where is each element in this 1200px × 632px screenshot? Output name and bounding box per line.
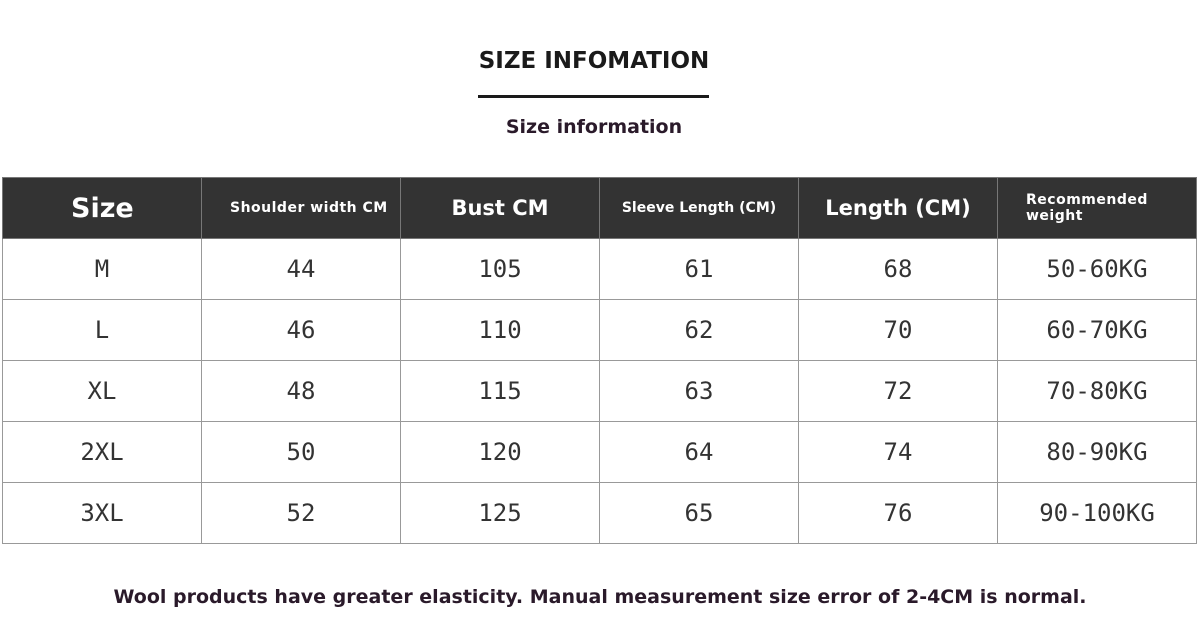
table-cell: 120 (400, 421, 600, 483)
table-cell: 50-60KG (997, 238, 1197, 300)
table-cell: 70 (798, 299, 998, 361)
column-header: Length (CM) (798, 177, 998, 239)
table-cell: 2XL (2, 421, 202, 483)
table-cell: 115 (400, 360, 600, 422)
table-cell: 48 (201, 360, 401, 422)
header-row: Size Shoulder width CM Bust CM Sleeve Lengt… (2, 177, 1197, 239)
table-body: M 44 105 61 68 50-60KG L 46 110 62 70 60-70KG XL 48 11… (2, 238, 1197, 544)
table-cell: XL (2, 360, 202, 422)
column-header: Recommended weight (997, 177, 1197, 239)
table-cell: 60-70KG (997, 299, 1197, 361)
table-cell: M (2, 238, 202, 300)
column-header: Shoulder width CM (201, 177, 401, 239)
table-cell: 50 (201, 421, 401, 483)
table-cell: 3XL (2, 482, 202, 544)
title: SIZE INFOMATION (478, 48, 710, 74)
table-cell: 105 (400, 238, 600, 300)
table-cell: 72 (798, 360, 998, 422)
title-rule (478, 95, 709, 98)
table-cell: 70-80KG (997, 360, 1197, 422)
table-cell: 80-90KG (997, 421, 1197, 483)
table-row: 2XL 50 120 64 74 80-90KG (2, 421, 1197, 483)
size-table: Size Shoulder width CM Bust CM Sleeve Lengt… (2, 177, 1197, 544)
table-row: 3XL 52 125 65 76 90-100KG (2, 482, 1197, 544)
table-cell: 125 (400, 482, 600, 544)
table-cell: 74 (798, 421, 998, 483)
table-cell: 61 (599, 238, 799, 300)
table-row: L 46 110 62 70 60-70KG (2, 299, 1197, 361)
table-cell: 110 (400, 299, 600, 361)
table-cell: 64 (599, 421, 799, 483)
table-cell: 65 (599, 482, 799, 544)
column-header: Size (2, 177, 202, 239)
column-header: Sleeve Length (CM) (599, 177, 799, 239)
table-cell: 44 (201, 238, 401, 300)
subtitle: Size information (505, 116, 683, 138)
table-cell: 62 (599, 299, 799, 361)
column-header: Bust CM (400, 177, 600, 239)
table-row: M 44 105 61 68 50-60KG (2, 238, 1197, 300)
table-cell: L (2, 299, 202, 361)
table-cell: 46 (201, 299, 401, 361)
table-cell: 90-100KG (997, 482, 1197, 544)
table-row: XL 48 115 63 72 70-80KG (2, 360, 1197, 422)
footer-note: Wool products have greater elasticity. M… (113, 586, 1087, 608)
table-cell: 68 (798, 238, 998, 300)
table-cell: 76 (798, 482, 998, 544)
table-cell: 63 (599, 360, 799, 422)
table-cell: 52 (201, 482, 401, 544)
table-head: Size Shoulder width CM Bust CM Sleeve Lengt… (2, 177, 1197, 239)
